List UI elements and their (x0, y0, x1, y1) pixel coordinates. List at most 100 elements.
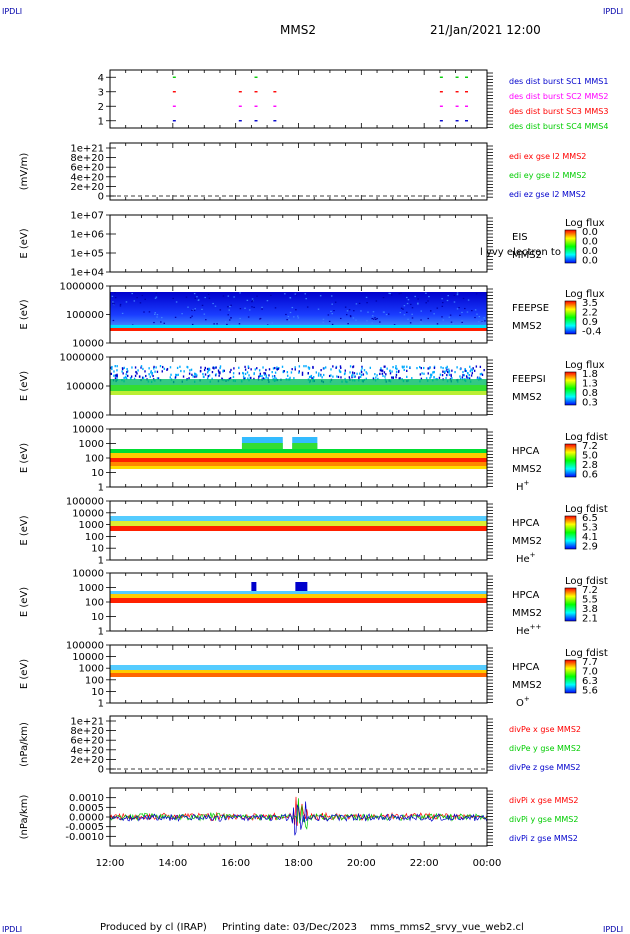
panel-feepse-spectrum-pixel (467, 299, 470, 301)
panel-feepsi-spectrum-pixel (450, 375, 452, 378)
panel-hpca_h-ytick-label: 10 (91, 468, 104, 479)
panel-feepsi-spectrum-pixel (247, 377, 249, 380)
panel-feepse-spectrum-pixel (410, 303, 412, 306)
panel-feepse-spectrum-pixel (160, 321, 162, 323)
panel-feepsi-spectrum-pixel (276, 368, 279, 371)
panel-feepsi-spectrum-pixel (479, 373, 482, 376)
panel-feepse-spectrum-pixel (456, 294, 459, 296)
panel-burst-ytick-label: 2 (98, 102, 104, 113)
panel-feepse-spectrum-pixel (161, 316, 163, 319)
panel-feepsi-spectrum-pixel (369, 366, 372, 369)
panel-feepsi-cbar-tick: 0.3 (582, 398, 598, 409)
panel-feepse-spectrum-pixel (367, 311, 369, 313)
panel-burst-ytick-label: 4 (98, 73, 104, 84)
panel-feepsi-spectrum-pixel (351, 374, 353, 377)
corner-label-bl: IPDLI (2, 925, 22, 934)
panel-feepsi-spectrum-pixel (430, 375, 432, 378)
panel-feepsi-cbar-tick: 1.3 (582, 379, 598, 390)
panel-feepsi-spectrum-pixel (268, 368, 271, 371)
panel-feepsi-spectrum-pixel (448, 368, 450, 371)
panel-hpca_h-spectrum-band (110, 453, 487, 458)
panel-feepse-spectrum-pixel (406, 296, 408, 299)
time-tick-label: 18:00 (284, 858, 313, 869)
panel-hpca_h-spectrum-band (110, 462, 487, 466)
panel-feepsi-spectrum-pixel (204, 366, 206, 370)
panel-feepsi-spectrum-pixel (463, 374, 465, 377)
panel-feepse-colorbar (564, 300, 577, 335)
panel-feepsi-spectrum-pixel (244, 365, 246, 368)
panel-feepsi-spectrum-pixel (352, 365, 355, 368)
panel-hpca_he-species: He+ (516, 551, 536, 565)
panel-feepsi-spectrum-pixel (433, 366, 436, 370)
panel-divpe-legend-entry: divPe z gse MMS2 (509, 763, 580, 772)
panel-hpca_hepp-ytick-label: 100 (85, 598, 104, 609)
panel-feepse-spectrum-pixel (406, 311, 408, 313)
panel-feepsi-spectrum-pixel (445, 366, 447, 370)
panel-feepse-spectrum-pixel (382, 297, 385, 299)
panel-feepsi-spectrum-pixel (202, 375, 205, 378)
panel-feepse-spectrum-pixel (156, 316, 158, 318)
panel-burst-burst-mark (254, 91, 258, 93)
panel-feepse-spectrum-pixel (214, 305, 217, 307)
panel-feepsi-spectrum-pixel (135, 370, 137, 374)
panel-hpca_hepp-ytick-label: 10 (91, 612, 104, 623)
panel-feepse-cbar-title: Log flux (565, 289, 605, 300)
panel-feepse-spectrum-pixel (175, 301, 178, 303)
panel-feepse-spectrum-pixel (475, 293, 478, 295)
panel-feepse-spectrum-pixel (399, 311, 402, 314)
panel-feepse-spectrum-pixel (403, 314, 406, 316)
panel-feepse-spectrum-pixel (345, 314, 348, 316)
panel-feepse-spectrum-pixel (285, 313, 287, 316)
panel-feepsi-spectrum-pixel (429, 373, 432, 376)
panel-hpca_h-ylabel: E (eV) (19, 443, 30, 473)
panel-feepsi-spectrum-pixel (123, 366, 125, 369)
panel-burst: 4 3 2 1 des dist burst SC1 MMS1 des dist burs… (98, 69, 608, 131)
panel-feepsi-spectrum-pixel (137, 369, 139, 372)
panel-feepsi-spectrum-pixel (277, 367, 279, 370)
panel-feepsi-spectrum-pixel (313, 375, 315, 379)
panel-hpca_o-cbar-title: Log fdist (565, 648, 608, 659)
panel-divpi-ytick-label: 0.0010 (69, 793, 104, 804)
panel-feepsi-spectrum-pixel (383, 365, 385, 368)
panel-feepse-spectrum-pixel (231, 323, 233, 325)
panel-feepsi-spectrum-pixel (258, 369, 261, 372)
panel-feepsi-spectrum-pixel (127, 370, 129, 373)
panel-feepsi-spectrum-pixel (286, 374, 289, 377)
panel-feepsi-spectrum-pixel (126, 370, 128, 374)
panel-feepsi-spectrum-pixel (344, 369, 346, 372)
panel-feepsi-spectrum-pixel (219, 372, 221, 375)
panel-feepse-spectrum-pixel (191, 309, 193, 312)
panel-feepse-spectrum-pixel (461, 321, 463, 323)
panel-feepsi-spectrum-pixel (111, 365, 113, 369)
panel-feepse-spectrum-pixel (456, 308, 459, 310)
panel-feepse-spectrum-pixel (420, 319, 422, 321)
panel-feepsi-spectrum-pixel (468, 373, 470, 377)
panel-feepse-spectrum-pixel (402, 308, 404, 310)
panel-feepsi-spectrum-pixel (218, 371, 220, 374)
panel-feepse-spectrum-pixel (148, 311, 151, 313)
panel-burst-burst-mark (172, 120, 176, 122)
panel-feepse-spectrum-pixel (436, 323, 439, 325)
panel-feepse-spectrum-pixel (387, 313, 390, 315)
panel-feepsi-spectrum-band (110, 391, 487, 395)
panel-feepsi-spectrum-pixel (411, 377, 413, 380)
panel-hpca_h-ytick-label: 1 (98, 483, 104, 494)
panel-feepsi-spectrum-pixel (301, 371, 304, 374)
panel-feepsi-spectrum-pixel (433, 376, 435, 379)
panel-feepse-spectrum-pixel (331, 313, 333, 315)
panel-feepse-spectrum-pixel (347, 323, 349, 325)
panel-feepse-spectrum-pixel (229, 305, 231, 308)
panel-feepsi-spectrum-pixel (149, 375, 152, 378)
panel-hpca_hepp-cbar-tick: 7.2 (582, 585, 598, 596)
panel-feepsi-spectrum-pixel (361, 365, 363, 368)
panel-feepsi-spectrum-pixel (343, 372, 346, 376)
panel-feepse-spectrum-pixel (478, 321, 480, 323)
panel-divpi-series-line (109, 801, 488, 836)
panel-feepse-spectrum-pixel (366, 302, 368, 304)
panel-feepse-spectrum-pixel (119, 303, 122, 306)
panel-feepse-spectrum-pixel (334, 301, 337, 303)
panel-feepse-spectrum-pixel (265, 323, 267, 326)
panel-feepsi-spectrum-pixel (111, 367, 113, 371)
panel-feepsi-spectrum-pixel (156, 370, 159, 373)
panel-feepsi-spectrum-pixel (114, 377, 117, 380)
